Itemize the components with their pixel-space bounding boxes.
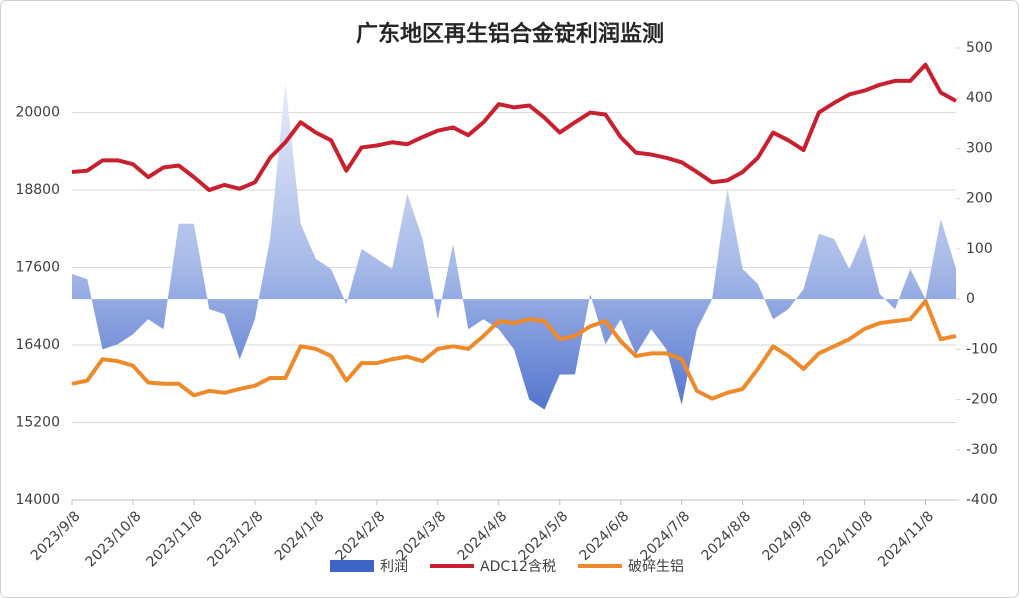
y-tick-label: 14000 (15, 492, 60, 508)
legend-label: 利润 (380, 559, 408, 575)
legend-label: 破碎生铝 (628, 559, 684, 575)
y2-tick-label: 500 (966, 40, 993, 56)
y2-tick-label: -200 (966, 392, 998, 408)
y2-tick-label: -400 (966, 492, 998, 508)
y-tick-label: 20000 (15, 105, 60, 121)
y2-tick-label: 100 (966, 241, 993, 257)
y-tick-label: 15200 (15, 415, 60, 431)
price-line (71, 62, 957, 193)
price-line (71, 299, 957, 401)
y2-tick-label: -100 (966, 341, 998, 357)
profit-area (72, 83, 956, 410)
y2-tick-label: -300 (966, 442, 998, 458)
y2-tick-label: 300 (966, 140, 993, 156)
chart-title: 广东地区再生铝合金锭利润监测 (356, 21, 664, 47)
y-tick-label: 17600 (15, 260, 60, 276)
y-tick-label: 16400 (15, 337, 60, 353)
y2-tick-label: 200 (966, 191, 993, 207)
legend-swatch (330, 560, 374, 572)
legend-label: ADC12含税 (480, 559, 556, 575)
y2-tick-label: 0 (966, 291, 975, 307)
y-tick-label: 18800 (15, 182, 60, 198)
y2-tick-label: 400 (966, 90, 993, 106)
